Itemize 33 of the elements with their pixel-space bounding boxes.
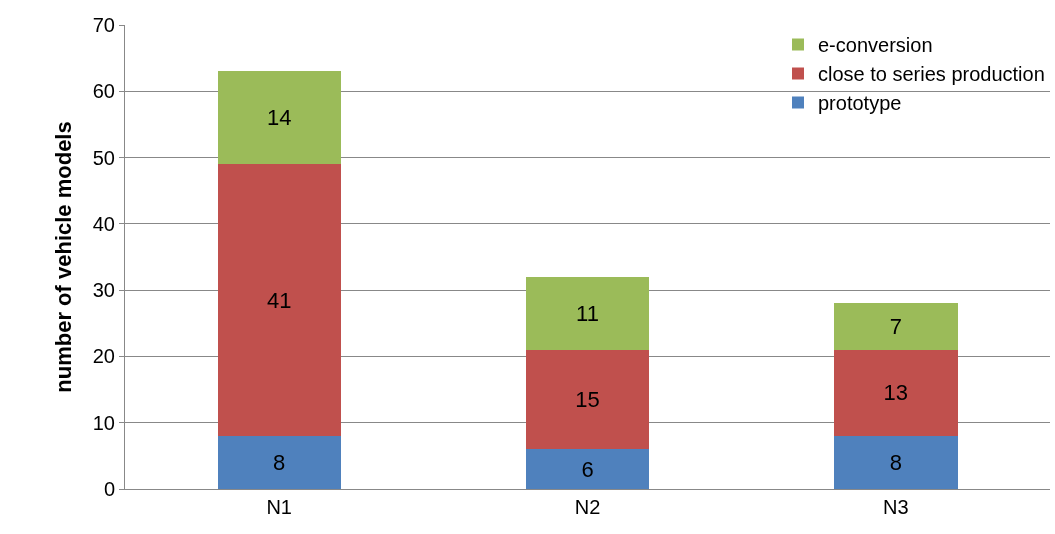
- data-label: 14: [266, 105, 292, 131]
- bar: [217, 435, 341, 489]
- bar: [525, 449, 650, 489]
- bar: [834, 349, 958, 436]
- y-tick-label: 0: [103, 478, 115, 500]
- y-tick-label: 40: [92, 212, 115, 235]
- data-label: 8: [273, 449, 286, 475]
- data-label: 41: [266, 287, 292, 313]
- data-label: 6: [581, 456, 594, 482]
- bar: [217, 164, 341, 436]
- y-tick-label: 30: [92, 279, 115, 302]
- bar: [525, 349, 650, 450]
- y-tick-label: 70: [92, 14, 115, 36]
- data-label: 13: [883, 380, 909, 406]
- y-tick-label: 20: [92, 345, 115, 368]
- x-tick-label: N2: [574, 496, 601, 518]
- data-label: 15: [575, 387, 600, 413]
- legend-label: prototype: [818, 92, 902, 115]
- y-tick-label: 10: [92, 411, 115, 434]
- bar: [525, 276, 650, 350]
- legend-label: close to series production: [818, 63, 1045, 86]
- legend-label: e-conversion: [818, 34, 933, 57]
- bar: [834, 435, 958, 489]
- y-tick-label: 50: [92, 146, 115, 169]
- bar: [217, 71, 341, 165]
- y-axis-title: number of vehicle models: [50, 121, 76, 393]
- x-tick-label: N3: [883, 496, 909, 518]
- bar: [834, 303, 958, 350]
- y-tick-label: 60: [92, 80, 115, 103]
- data-label: 8: [889, 449, 902, 475]
- x-tick-label: N1: [266, 496, 292, 518]
- data-label: 11: [576, 300, 599, 326]
- data-label: 7: [889, 314, 902, 340]
